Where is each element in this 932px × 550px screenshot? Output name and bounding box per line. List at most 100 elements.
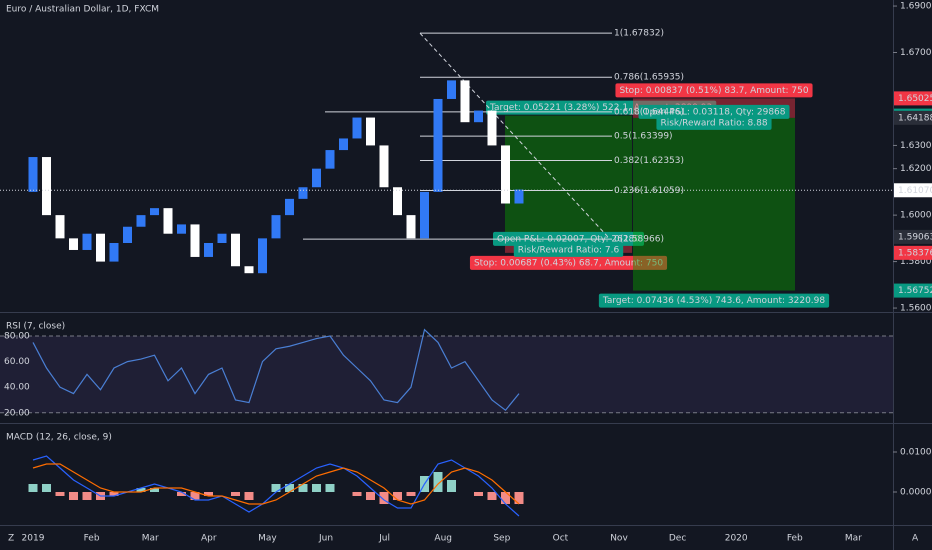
rsi-line <box>32 328 520 412</box>
corner-label[interactable]: A <box>912 534 919 544</box>
macd-histogram-bar <box>366 492 375 500</box>
candle-body <box>420 191 429 239</box>
macd-histogram-bar <box>69 492 78 500</box>
price-tag-label: 1.58376 <box>898 248 932 258</box>
y-tick-label: 1.58000 <box>900 257 932 267</box>
rsi-tick-label: 60.00 <box>4 357 30 367</box>
candle-body <box>298 187 308 199</box>
macd-line <box>32 455 520 517</box>
x-tick-label: 2020 <box>725 534 748 544</box>
profit-zone[interactable] <box>633 117 795 291</box>
y-tick-label: 1.67000 <box>900 48 932 58</box>
macd-histogram-bar <box>406 492 416 496</box>
position-label-box <box>469 255 668 270</box>
macd-histogram-bar <box>28 484 38 492</box>
position-label-box <box>656 115 772 130</box>
candle-body <box>150 208 159 216</box>
candle-body <box>82 233 92 250</box>
macd-histogram-bar <box>501 492 510 504</box>
macd-histogram-bar <box>82 492 92 500</box>
candle-body <box>55 215 65 239</box>
price-tag <box>894 229 932 244</box>
candle-body <box>271 215 281 239</box>
macd-histogram-bar <box>325 484 335 492</box>
price-tag-label: 1.59063 <box>898 232 932 242</box>
chart-title: Euro / Australian Dollar, 1D, FXCM <box>6 5 159 15</box>
price-tag <box>894 183 932 198</box>
price-tag-label: 1.64188 <box>898 113 932 123</box>
price-tag <box>894 245 932 260</box>
rsi-tick-label: 20.00 <box>4 408 30 418</box>
macd-line <box>32 463 520 505</box>
x-tick-label: Jun <box>318 534 333 544</box>
x-tick-label: Sep <box>493 534 510 544</box>
y-tick-label: 1.69000 <box>900 2 932 12</box>
macd-histogram-bar <box>109 492 119 496</box>
macd-histogram-bar <box>298 484 308 492</box>
candle-body <box>28 157 38 192</box>
candle-body <box>339 138 348 151</box>
position-label: Stop: 0.00837 (0.51%) 83.7, Amount: 750 <box>619 86 808 96</box>
macd-histogram-bar <box>42 484 51 492</box>
profit-zone[interactable] <box>505 115 632 237</box>
price-tag <box>894 91 932 106</box>
candle-body <box>352 117 362 139</box>
macd-histogram-bar <box>190 492 200 500</box>
macd-title: MACD (12, 26, close, 9) <box>6 433 112 443</box>
fib-label: 0(1.58966) <box>614 235 664 245</box>
candle-body <box>42 157 51 216</box>
y-tick-label: 1.60000 <box>900 211 932 221</box>
candle-body <box>136 215 146 227</box>
candle-body <box>285 198 294 216</box>
fib-label: 0.382(1.62353) <box>614 156 684 166</box>
macd-histogram-bar <box>55 492 65 496</box>
candle-body <box>217 233 227 244</box>
x-tick-label: Aug <box>434 534 452 544</box>
x-tick-label: Mar <box>845 534 862 544</box>
candle-body <box>190 224 200 257</box>
candle-body <box>325 150 335 169</box>
candle-body <box>366 117 375 146</box>
position-label: Target: 0.05221 (3.28%) 522.1, Amount: 2… <box>489 103 712 113</box>
position-label: Risk/Reward Ratio: 7.6 <box>518 245 620 255</box>
candle-body <box>123 226 132 244</box>
candle-body <box>460 80 470 123</box>
candle-body <box>433 98 443 192</box>
candle-body <box>69 238 78 250</box>
candle-body <box>501 145 510 204</box>
macd-histogram-bar <box>393 492 402 500</box>
rsi-tick-label: 80.00 <box>4 332 30 342</box>
fib-label: 1(1.67832) <box>614 29 664 39</box>
position-label-box <box>615 83 813 98</box>
macd-histogram-bar <box>379 492 389 504</box>
candle-body <box>109 243 119 262</box>
x-tick-label: May <box>258 534 277 544</box>
candle-body <box>487 110 497 146</box>
macd-histogram-bar <box>244 492 254 500</box>
candle-body <box>406 215 416 239</box>
candle-body <box>393 187 402 216</box>
macd-histogram-bar <box>312 484 321 492</box>
price-tag-label: 1.56752 <box>898 286 932 296</box>
y-tick-label: 1.62000 <box>900 164 932 174</box>
macd-histogram-bar <box>231 492 240 496</box>
candle-body <box>258 238 267 274</box>
macd-histogram-bar <box>433 472 443 492</box>
y-tick-label: 1.63000 <box>900 141 932 151</box>
candle-body <box>447 80 456 99</box>
corner-label[interactable]: Z <box>8 534 14 544</box>
macd-histogram-bar <box>447 480 456 492</box>
candle-body <box>244 266 254 274</box>
macd-histogram-bar <box>204 492 213 496</box>
macd-histogram-bar <box>150 488 159 492</box>
price-tag-label: 1.61070 <box>898 186 932 196</box>
fib-label: 0.236(1.61059) <box>614 186 684 196</box>
macd-histogram-bar <box>487 492 497 500</box>
y-tick-label: 1.56000 <box>900 304 932 314</box>
price-tag-label: 1.65025 <box>898 94 932 104</box>
candle-body <box>96 233 105 262</box>
position-label-box <box>513 242 624 257</box>
position-label: Target: 0.07436 (4.53%) 743.6, Amount: 3… <box>602 296 826 306</box>
